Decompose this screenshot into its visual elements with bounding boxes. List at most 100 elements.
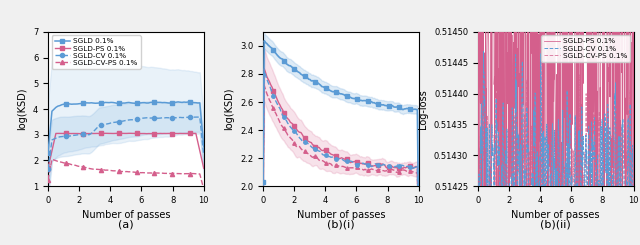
X-axis label: Number of passes: Number of passes <box>511 210 600 220</box>
SGLD 0.1% <box>145 101 152 104</box>
Y-axis label: log(KSD): log(KSD) <box>17 88 28 130</box>
SGLD-CV-PS 0.1% <box>293 146 301 148</box>
SGLD-CV-PS 0.1% <box>602 198 610 201</box>
SGLD-PS 0.1% <box>411 166 419 169</box>
SGLD-CV 0.1% <box>347 160 355 163</box>
SGLD-PS 0.1% <box>347 161 355 164</box>
SGLD-CV-PS 0.1% <box>141 171 148 174</box>
Line: SGLD-CV-PS 0.1%: SGLD-CV-PS 0.1% <box>46 157 206 191</box>
SGLD-CV 0.1% <box>293 133 301 135</box>
SGLD-CV 0.1% <box>113 121 121 123</box>
SGLD-CV 0.1% <box>302 141 310 144</box>
SGLD-CV-PS 0.1% <box>368 168 376 171</box>
SGLD 0.1% <box>150 101 158 104</box>
SGLD-CV-PS 0.1% <box>44 179 52 182</box>
SGLD-CV-PS 0.1% <box>200 188 207 191</box>
SGLD-PS 0.1% <box>147 132 154 135</box>
SGLD 0.1% <box>411 108 419 111</box>
SGLD-CV 0.1% <box>44 168 52 171</box>
SGLD 0.1% <box>184 100 192 103</box>
SGLD-PS 0.1% <box>200 167 207 170</box>
SGLD-PS 0.1% <box>152 132 160 135</box>
SGLD-CV 0.1% <box>602 171 610 174</box>
Legend: SGLD 0.1%, SGLD-PS 0.1%, SGLD-CV 0.1%, SGLD-CV-PS 0.1%: SGLD 0.1%, SGLD-PS 0.1%, SGLD-CV 0.1%, S… <box>52 36 141 69</box>
SGLD-CV 0.1% <box>368 165 376 168</box>
Y-axis label: Log-loss: Log-loss <box>419 89 428 129</box>
SGLD-PS 0.1% <box>141 132 148 135</box>
SGLD-CV-PS 0.1% <box>627 89 634 92</box>
SGLD-CV 0.1% <box>188 115 196 118</box>
Y-axis label: log(KSD): log(KSD) <box>225 88 234 130</box>
SGLD 0.1% <box>139 101 147 104</box>
SGLD 0.1% <box>44 151 52 154</box>
SGLD-CV-PS 0.1% <box>259 210 267 213</box>
SGLD-CV-PS 0.1% <box>152 172 160 174</box>
SGLD-CV 0.1% <box>411 166 419 169</box>
SGLD 0.1% <box>293 70 301 73</box>
SGLD-CV 0.1% <box>182 116 190 119</box>
SGLD-CV 0.1% <box>559 123 566 126</box>
SGLD-PS 0.1% <box>260 67 268 70</box>
SGLD-PS 0.1% <box>602 2 610 5</box>
Line: SGLD-PS 0.1%: SGLD-PS 0.1% <box>478 0 634 245</box>
SGLD 0.1% <box>383 104 391 107</box>
SGLD-CV 0.1% <box>145 116 152 119</box>
Title: (a): (a) <box>118 219 134 229</box>
Line: SGLD-CV 0.1%: SGLD-CV 0.1% <box>46 115 206 172</box>
SGLD-CV 0.1% <box>200 154 207 157</box>
Line: SGLD-CV 0.1%: SGLD-CV 0.1% <box>261 69 420 245</box>
Line: SGLD-CV-PS 0.1%: SGLD-CV-PS 0.1% <box>478 51 634 245</box>
SGLD 0.1% <box>113 102 121 105</box>
SGLD 0.1% <box>137 101 145 104</box>
SGLD-PS 0.1% <box>559 105 566 108</box>
SGLD-CV 0.1% <box>548 130 556 133</box>
SGLD 0.1% <box>347 96 355 99</box>
X-axis label: Number of passes: Number of passes <box>82 210 170 220</box>
Line: SGLD 0.1%: SGLD 0.1% <box>261 39 420 231</box>
SGLD-CV 0.1% <box>150 117 158 120</box>
Legend: SGLD-PS 0.1%, SGLD-CV 0.1%, SGLD-CV-PS 0.1%: SGLD-PS 0.1%, SGLD-CV 0.1%, SGLD-CV-PS 0… <box>541 36 630 61</box>
SGLD-CV 0.1% <box>137 117 145 120</box>
SGLD-CV 0.1% <box>479 50 487 53</box>
SGLD-CV 0.1% <box>383 164 391 167</box>
SGLD-PS 0.1% <box>293 128 301 131</box>
SGLD-CV-PS 0.1% <box>115 170 123 173</box>
SGLD-PS 0.1% <box>115 132 123 135</box>
Line: SGLD 0.1%: SGLD 0.1% <box>46 100 206 155</box>
SGLD-CV-PS 0.1% <box>184 172 192 175</box>
Title: (b)(ii): (b)(ii) <box>540 219 571 229</box>
SGLD-PS 0.1% <box>474 231 482 234</box>
SGLD 0.1% <box>368 100 376 103</box>
Line: SGLD-PS 0.1%: SGLD-PS 0.1% <box>261 67 420 245</box>
SGLD-CV-PS 0.1% <box>302 151 310 154</box>
SGLD-CV-PS 0.1% <box>147 172 154 174</box>
SGLD-CV 0.1% <box>139 117 147 120</box>
SGLD-PS 0.1% <box>302 138 310 141</box>
SGLD 0.1% <box>200 145 207 148</box>
Line: SGLD-CV-PS 0.1%: SGLD-CV-PS 0.1% <box>261 84 420 245</box>
Line: SGLD-CV 0.1%: SGLD-CV 0.1% <box>478 51 634 245</box>
SGLD-CV-PS 0.1% <box>558 191 566 194</box>
X-axis label: Number of passes: Number of passes <box>296 210 385 220</box>
SGLD-PS 0.1% <box>259 198 267 201</box>
SGLD-CV-PS 0.1% <box>548 159 556 162</box>
SGLD-CV-PS 0.1% <box>347 166 355 169</box>
SGLD-CV-PS 0.1% <box>589 49 596 52</box>
SGLD 0.1% <box>259 181 267 184</box>
SGLD-CV 0.1% <box>627 103 634 106</box>
SGLD-CV-PS 0.1% <box>411 171 419 174</box>
SGLD-CV-PS 0.1% <box>383 169 391 172</box>
SGLD-PS 0.1% <box>184 132 192 135</box>
SGLD 0.1% <box>174 100 182 103</box>
SGLD-CV 0.1% <box>549 157 557 160</box>
SGLD-CV 0.1% <box>259 200 267 203</box>
SGLD-PS 0.1% <box>113 132 121 135</box>
Title: (b)(i): (b)(i) <box>327 219 355 229</box>
SGLD-PS 0.1% <box>139 132 147 135</box>
SGLD-PS 0.1% <box>567 60 575 63</box>
SGLD-CV-PS 0.1% <box>139 171 147 174</box>
SGLD 0.1% <box>415 228 422 231</box>
SGLD-CV-PS 0.1% <box>48 158 56 161</box>
SGLD-PS 0.1% <box>368 164 376 167</box>
SGLD-CV-PS 0.1% <box>549 213 557 216</box>
